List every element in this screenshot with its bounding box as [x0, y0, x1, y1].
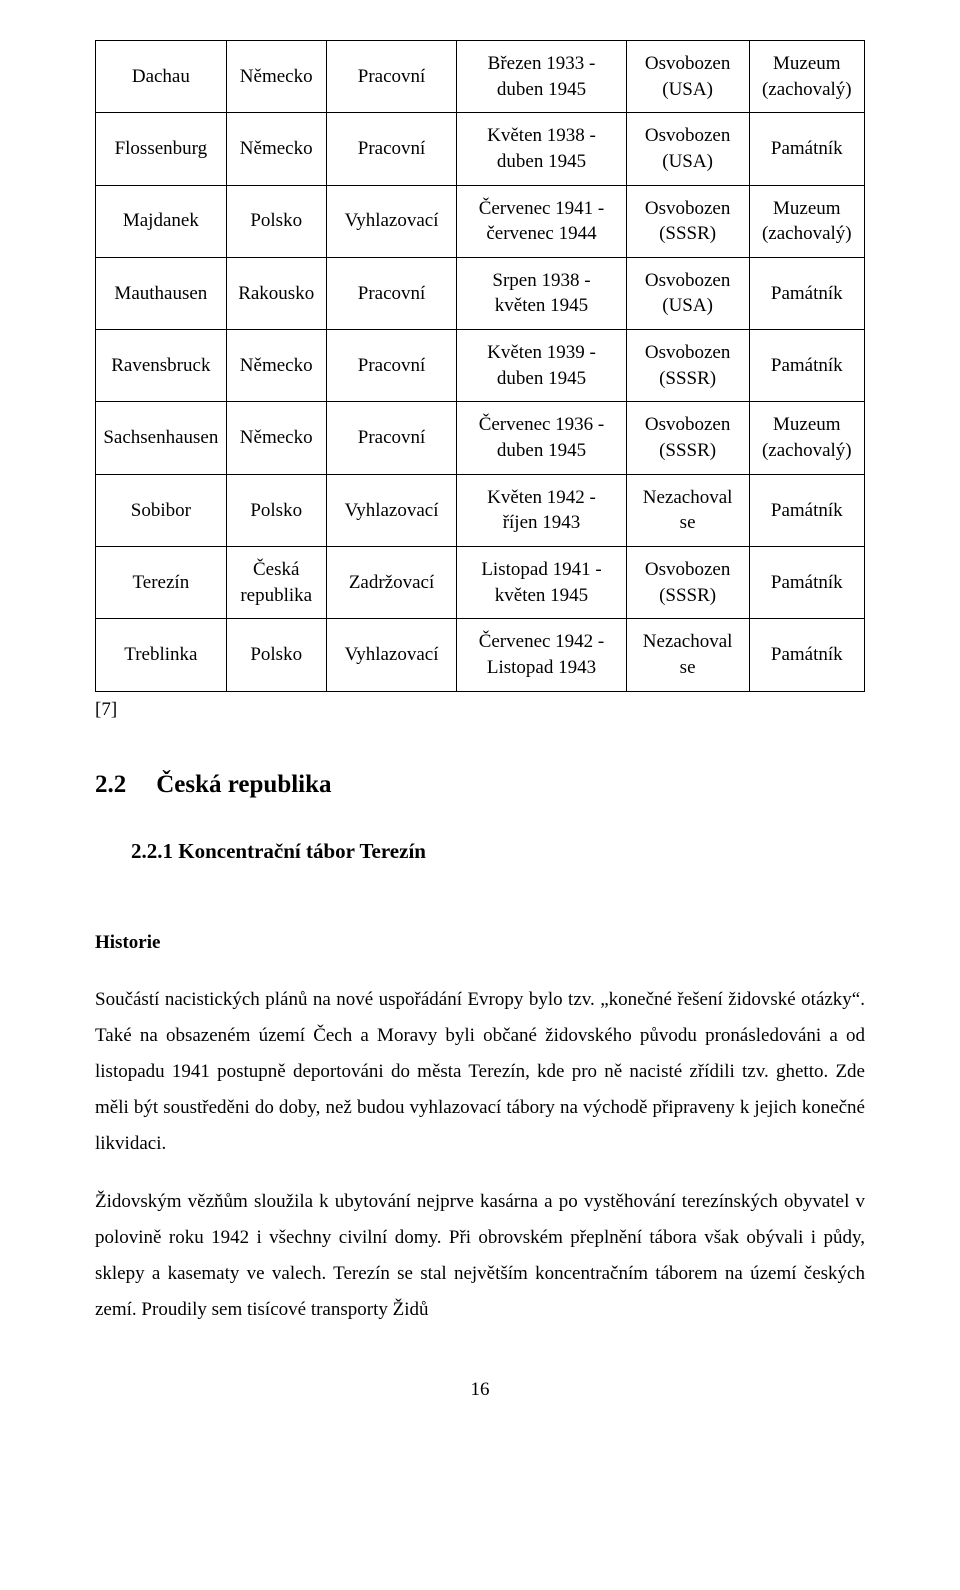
table-cell: Nezachovalse — [626, 619, 749, 691]
table-cell: Květen 1939 -duben 1945 — [457, 330, 626, 402]
table-cell: Památník — [749, 474, 864, 546]
table-cell: Muzeum(zachovalý) — [749, 185, 864, 257]
table-cell: Červenec 1942 -Listopad 1943 — [457, 619, 626, 691]
table-cell: Pracovní — [326, 113, 457, 185]
table-row: FlossenburgNěmeckoPracovníKvěten 1938 -d… — [96, 113, 865, 185]
table-cell: Památník — [749, 113, 864, 185]
table-cell: Pracovní — [326, 330, 457, 402]
table-cell: Srpen 1938 -květen 1945 — [457, 257, 626, 329]
table-cell: Českárepublika — [226, 546, 326, 618]
table-cell: Listopad 1941 -květen 1945 — [457, 546, 626, 618]
table-cell: Zadržovací — [326, 546, 457, 618]
citation-ref: [7] — [95, 696, 865, 725]
table-cell: Pracovní — [326, 41, 457, 113]
table-cell: Dachau — [96, 41, 227, 113]
heading-2-number: 2.2 — [95, 766, 126, 804]
table-cell: Osvobozen(SSSR) — [626, 185, 749, 257]
table-cell: Polsko — [226, 619, 326, 691]
table-cell: Majdanek — [96, 185, 227, 257]
camps-table: DachauNěmeckoPracovníBřezen 1933 -duben … — [95, 40, 865, 692]
table-cell: Muzeum(zachovalý) — [749, 402, 864, 474]
table-cell: Flossenburg — [96, 113, 227, 185]
table-cell: Památník — [749, 257, 864, 329]
table-row: TreblinkaPolskoVyhlazovacíČervenec 1942 … — [96, 619, 865, 691]
table-row: SachsenhausenNěmeckoPracovníČervenec 193… — [96, 402, 865, 474]
table-cell: Památník — [749, 619, 864, 691]
table-cell: Osvobozen(SSSR) — [626, 330, 749, 402]
table-cell: Osvobozen(USA) — [626, 41, 749, 113]
table-cell: Muzeum(zachovalý) — [749, 41, 864, 113]
table-row: MauthausenRakouskoPracovníSrpen 1938 -kv… — [96, 257, 865, 329]
table-cell: Treblinka — [96, 619, 227, 691]
table-cell: Vyhlazovací — [326, 474, 457, 546]
page-number: 16 — [95, 1376, 865, 1405]
table-cell: Osvobozen(SSSR) — [626, 546, 749, 618]
table-cell: Sachsenhausen — [96, 402, 227, 474]
table-cell: Vyhlazovací — [326, 619, 457, 691]
table-row: RavensbruckNěmeckoPracovníKvěten 1939 -d… — [96, 330, 865, 402]
table-cell: Rakousko — [226, 257, 326, 329]
heading-2: 2.2 Česká republika — [95, 766, 865, 804]
table-cell: Osvobozen(USA) — [626, 257, 749, 329]
table-cell: Červenec 1941 -červenec 1944 — [457, 185, 626, 257]
table-cell: Květen 1942 -říjen 1943 — [457, 474, 626, 546]
table-cell: Pracovní — [326, 402, 457, 474]
table-cell: Květen 1938 -duben 1945 — [457, 113, 626, 185]
table-cell: Polsko — [226, 474, 326, 546]
heading-2-text: Česká republika — [156, 771, 331, 798]
table-cell: Německo — [226, 330, 326, 402]
table-cell: Sobibor — [96, 474, 227, 546]
paragraph-2: Židovským vězňům sloužila k ubytování ne… — [95, 1184, 865, 1328]
table-cell: Polsko — [226, 185, 326, 257]
heading-3: 2.2.1 Koncentrační tábor Terezín — [131, 836, 865, 868]
table-row: TerezínČeskárepublikaZadržovacíListopad … — [96, 546, 865, 618]
table-row: SobiborPolskoVyhlazovacíKvěten 1942 -říj… — [96, 474, 865, 546]
table-cell: Německo — [226, 41, 326, 113]
table-cell: Mauthausen — [96, 257, 227, 329]
table-cell: Ravensbruck — [96, 330, 227, 402]
table-cell: Vyhlazovací — [326, 185, 457, 257]
table-cell: Německo — [226, 402, 326, 474]
table-cell: Německo — [226, 113, 326, 185]
table-cell: Památník — [749, 330, 864, 402]
table-cell: Památník — [749, 546, 864, 618]
heading-4: Historie — [95, 929, 865, 958]
table-cell: Červenec 1936 -duben 1945 — [457, 402, 626, 474]
table-cell: Terezín — [96, 546, 227, 618]
table-cell: Pracovní — [326, 257, 457, 329]
table-row: MajdanekPolskoVyhlazovacíČervenec 1941 -… — [96, 185, 865, 257]
paragraph-1: Součástí nacistických plánů na nové uspo… — [95, 982, 865, 1162]
table-cell: Osvobozen(USA) — [626, 113, 749, 185]
table-cell: Březen 1933 -duben 1945 — [457, 41, 626, 113]
table-cell: Osvobozen(SSSR) — [626, 402, 749, 474]
table-row: DachauNěmeckoPracovníBřezen 1933 -duben … — [96, 41, 865, 113]
table-cell: Nezachovalse — [626, 474, 749, 546]
